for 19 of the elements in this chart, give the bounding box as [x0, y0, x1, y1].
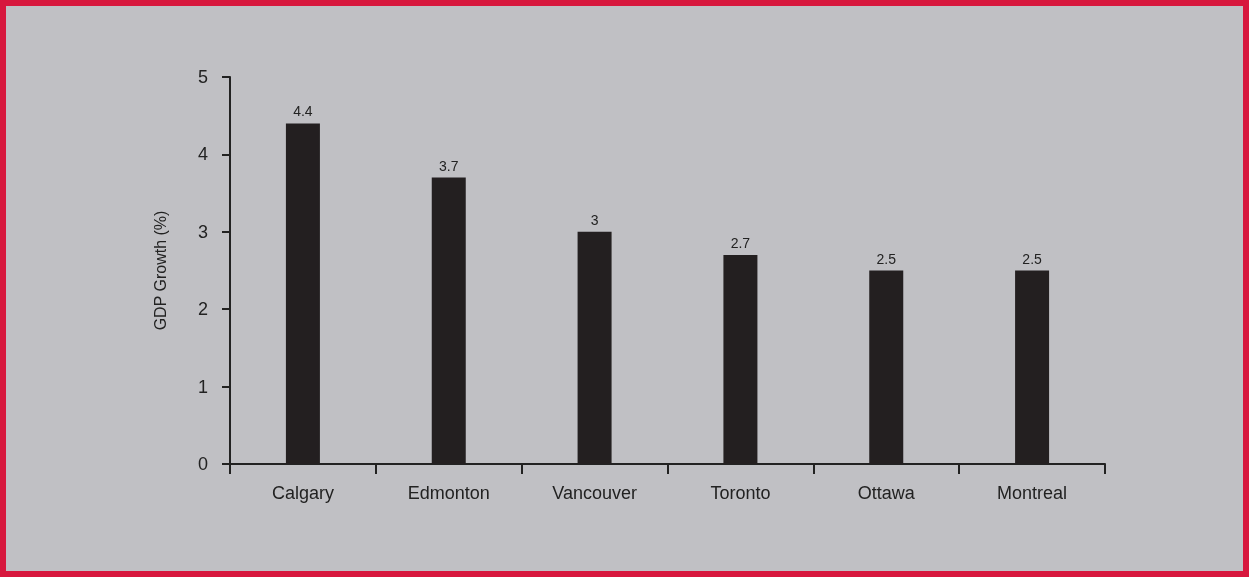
x-tick-label: Montreal	[997, 483, 1068, 503]
data-label: 2.5	[1022, 250, 1043, 267]
y-tick-label: 3	[197, 221, 208, 242]
y-tick-label: 2	[197, 299, 208, 320]
y-axis-title: GDP Growth (%)	[151, 210, 169, 331]
data-label: 3	[590, 211, 599, 228]
y-tick-label: 4	[197, 144, 208, 165]
y-tick-label: 5	[197, 67, 208, 87]
data-label: 4.4	[293, 103, 313, 120]
data-label: 2.7	[730, 235, 751, 252]
data-label: 3.7	[439, 157, 459, 174]
y-tick-label: 0	[197, 454, 208, 474]
x-tick-label: Edmonton	[407, 483, 490, 503]
x-tick-label: Ottawa	[857, 483, 916, 503]
y-tick-label: 1	[197, 376, 208, 397]
x-tick-label: Calgary	[271, 483, 334, 503]
data-label: 2.5	[876, 250, 897, 267]
x-tick-label: Vancouver	[552, 483, 637, 503]
x-tick-label: Toronto	[710, 483, 771, 503]
